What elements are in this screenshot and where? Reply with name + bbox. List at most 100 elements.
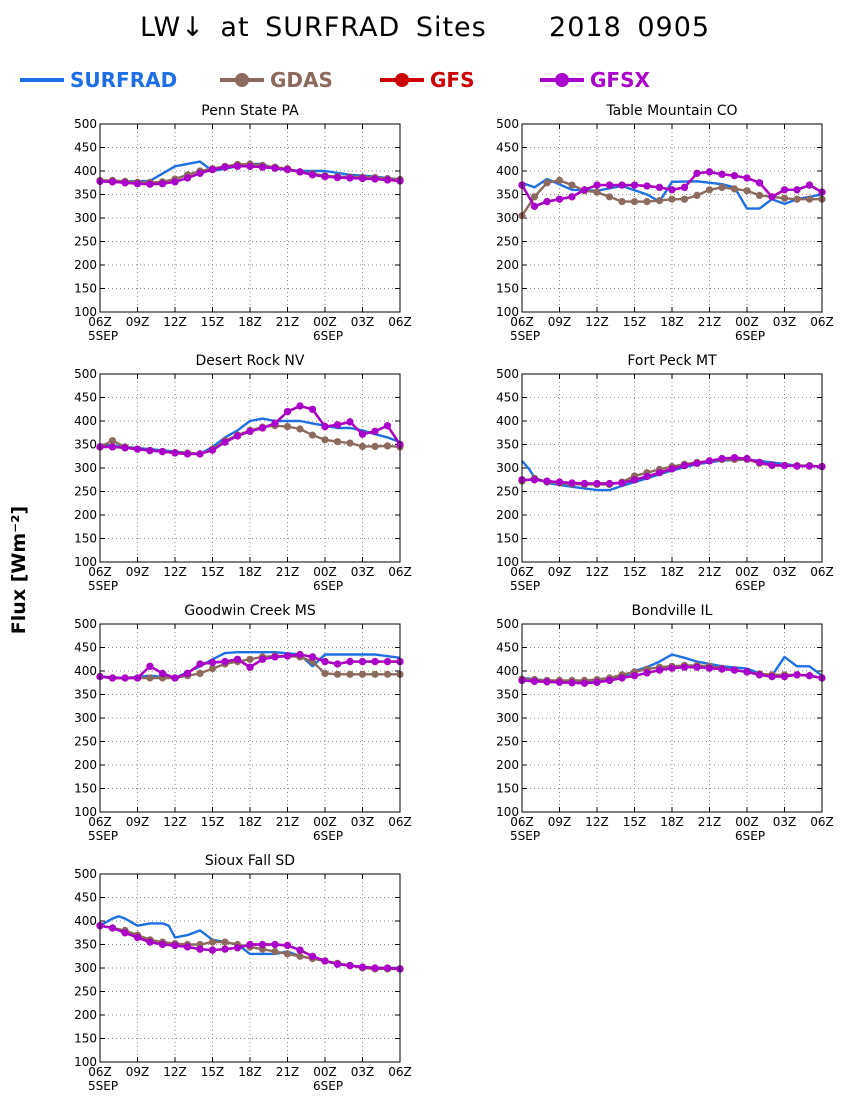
data-point-gfsx [605,479,614,488]
y-tick-label: 200 [74,1008,97,1022]
data-point-gfsx [283,166,292,174]
data-point-gfsx [358,430,367,438]
y-tick-label: 150 [74,282,97,296]
data-point-gfsx [246,940,254,949]
y-tick-label: 150 [496,782,519,796]
x-tick-label: 03Z [351,565,375,579]
data-point-gfsx [233,162,242,170]
data-point-gfsx [568,193,576,201]
data-point-gdas [705,186,714,194]
data-point-gfsx [593,479,601,488]
data-point-gfsx [555,478,564,486]
y-tick-label: 100 [74,805,97,819]
data-point-gfsx [371,175,379,183]
data-point-gfsx [618,479,626,487]
data-point-gfsx [530,202,539,210]
y-tick-label: 200 [496,258,519,272]
plot-frame [521,373,823,563]
y-tick-label: 200 [74,258,97,272]
data-point-gfsx [580,186,589,194]
data-point-gfsx [171,674,179,682]
y-tick-label: 350 [74,188,97,202]
data-point-gfsx [705,168,714,176]
y-tick-label: 250 [496,235,519,249]
data-point-gfsx [158,940,167,949]
data-point-gfsx [755,458,764,466]
x-tick-label: 06Z [88,315,112,329]
data-point-gfsx [121,929,129,937]
data-point-gdas [543,179,551,187]
data-point-gdas [755,191,764,199]
y-tick-label: 300 [74,961,97,975]
data-point-gfsx [371,427,379,435]
y-tick-label: 250 [74,985,97,999]
data-point-gfsx [793,462,801,470]
y-tick-label: 200 [496,508,519,522]
y-tick-label: 300 [74,711,97,725]
data-point-gfsx [221,163,229,171]
x-tick-label: 09Z [548,565,572,579]
data-point-gdas [655,197,664,205]
data-point-gfsx [655,469,664,477]
x-tick-label: 21Z [276,815,300,829]
x-tick-label: 09Z [126,565,150,579]
y-tick-label: 450 [496,391,519,405]
x-date-label: 5SEP [88,329,118,343]
data-point-gfsx [805,181,814,189]
x-tick-label: 03Z [773,315,797,329]
y-tick-label: 450 [74,391,97,405]
data-point-gdas [208,665,217,673]
data-point-gdas [333,670,342,678]
data-point-gfsx [196,945,204,953]
y-tick-label: 100 [496,805,519,819]
data-point-gfsx [718,455,726,463]
data-point-gfsx [371,964,379,972]
legend-label-gfsx: GFSX [590,68,650,92]
data-point-gfsx [121,444,129,452]
y-tick-label: 500 [74,117,97,131]
x-date-label: 6SEP [313,1079,343,1093]
data-point-gfsx [333,960,342,968]
data-point-gfsx [693,663,701,671]
data-point-gdas [221,938,229,946]
x-date-label: 6SEP [735,829,765,843]
x-tick-label: 00Z [313,815,337,829]
y-tick-label: 200 [74,758,97,772]
x-tick-label: 18Z [660,315,684,329]
data-point-gfsx [308,405,317,413]
data-point-gdas [108,437,117,445]
y-tick-label: 450 [74,891,97,905]
x-tick-label: 06Z [388,815,412,829]
plot-frame [99,623,401,813]
data-point-gdas [780,194,789,202]
x-tick-label: 03Z [351,315,375,329]
y-tick-label: 400 [74,164,97,178]
data-point-gfsx [383,964,392,972]
data-point-gfsx [271,653,279,661]
data-point-gfsx [296,168,304,176]
data-point-gfsx [358,174,367,183]
y-tick-label: 300 [496,461,519,475]
y-tick-label: 250 [74,735,97,749]
page-title: LW↓ at SURFRAD Sites 2018 0905 [139,12,711,43]
plot-frame [99,123,401,313]
data-point-gfsx [283,941,292,950]
data-point-gfsx [258,940,267,949]
x-tick-label: 12Z [163,565,187,579]
x-tick-label: 06Z [810,815,834,829]
x-tick-label: 06Z [88,815,112,829]
data-point-gdas [568,181,576,189]
data-point-gdas [246,655,254,663]
data-point-gfsx [321,173,329,181]
data-point-gdas [196,669,204,678]
data-point-gfsx [246,427,254,435]
x-tick-label: 09Z [548,315,572,329]
legend-swatch-gdas [220,73,264,87]
data-point-gdas [321,669,329,678]
plot-frame [99,373,401,563]
data-point-gfsx [308,171,317,179]
